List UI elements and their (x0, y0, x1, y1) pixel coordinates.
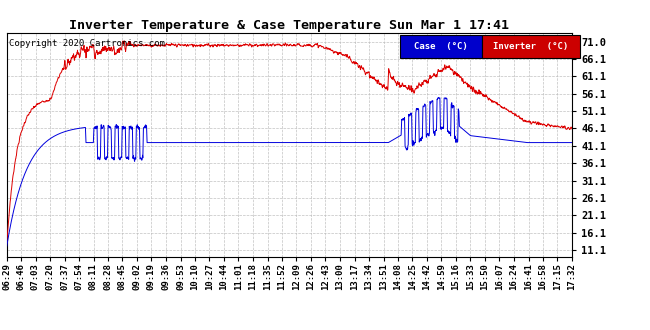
Text: Case  (°C): Case (°C) (413, 42, 467, 51)
Title: Inverter Temperature & Case Temperature Sun Mar 1 17:41: Inverter Temperature & Case Temperature … (70, 19, 509, 32)
Text: Inverter  (°C): Inverter (°C) (493, 42, 569, 51)
Text: Copyright 2020 Cartronics.com: Copyright 2020 Cartronics.com (9, 39, 165, 48)
FancyBboxPatch shape (482, 35, 580, 58)
FancyBboxPatch shape (400, 35, 482, 58)
